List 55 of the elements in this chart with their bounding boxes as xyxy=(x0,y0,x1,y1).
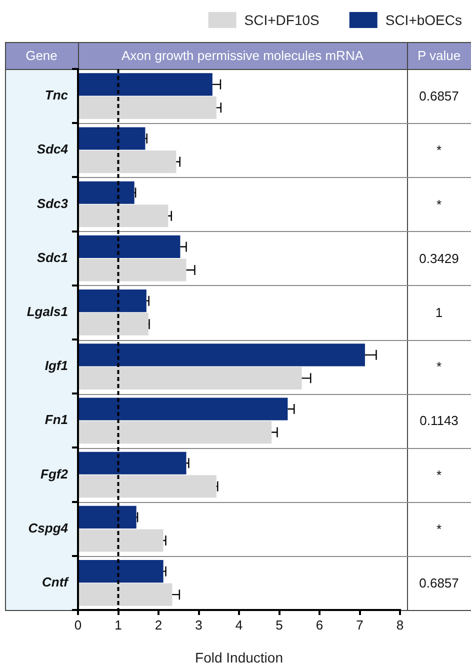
y-tick-label: Cntf xyxy=(42,574,70,590)
y-tick-label: Sdc4 xyxy=(36,142,69,157)
x-tick-label: 2 xyxy=(154,617,162,632)
text: 0.6857 xyxy=(419,88,459,104)
bar xyxy=(79,475,216,498)
bar xyxy=(79,583,172,606)
bar xyxy=(79,235,180,258)
bar xyxy=(79,181,134,204)
text: * xyxy=(436,521,442,536)
x-tick-label: 5 xyxy=(276,617,283,632)
y-tick-label: Lgals1 xyxy=(26,304,68,320)
bar xyxy=(79,560,164,583)
legend-label: SCI+bOECs xyxy=(385,12,462,28)
text: * xyxy=(436,142,442,158)
bar xyxy=(79,258,186,282)
text: 0.1143 xyxy=(420,413,458,428)
bar xyxy=(79,366,302,390)
x-tick-label: 8 xyxy=(396,617,404,632)
bar xyxy=(79,127,146,150)
bar xyxy=(79,529,164,552)
y-tick-label: Fn1 xyxy=(44,412,68,428)
text: * xyxy=(436,359,442,374)
y-tick-label: Igf1 xyxy=(44,358,68,374)
bar xyxy=(79,452,186,474)
x-tick-label: 7 xyxy=(356,617,364,632)
bar xyxy=(79,344,365,366)
text: * xyxy=(436,196,442,212)
bar xyxy=(79,421,272,444)
bar xyxy=(79,312,148,336)
bar xyxy=(79,150,176,174)
legend-label: SCI+DF10S xyxy=(244,12,320,28)
y-axis-title: Gene xyxy=(26,48,58,64)
bar xyxy=(79,290,146,312)
text: 0.3429 xyxy=(419,250,459,266)
x-tick-label: 6 xyxy=(316,617,324,632)
bar xyxy=(79,398,288,420)
bar xyxy=(79,73,212,96)
text: 0.6857 xyxy=(419,576,459,591)
y-tick-label: Cspg4 xyxy=(28,520,69,536)
y-tick-label: Fgf2 xyxy=(40,466,69,482)
x-tick-label: 0 xyxy=(74,617,82,632)
chart-title: Axon growth permissive molecules mRNA xyxy=(121,48,364,64)
y-tick-label: Sdc1 xyxy=(36,250,68,265)
text: * xyxy=(436,467,442,482)
x-tick-label: 1 xyxy=(114,617,122,632)
y-tick-label: Sdc3 xyxy=(36,196,69,211)
bar xyxy=(79,204,168,228)
bar xyxy=(79,506,136,528)
text: P value xyxy=(417,48,461,64)
x-tick-label: 3 xyxy=(195,617,202,632)
text: 1 xyxy=(435,305,443,320)
y-tick-label: Tnc xyxy=(44,88,69,103)
x-tick-label: 4 xyxy=(235,617,243,632)
bar xyxy=(79,96,216,119)
x-axis-title: Fold Induction xyxy=(195,649,283,666)
